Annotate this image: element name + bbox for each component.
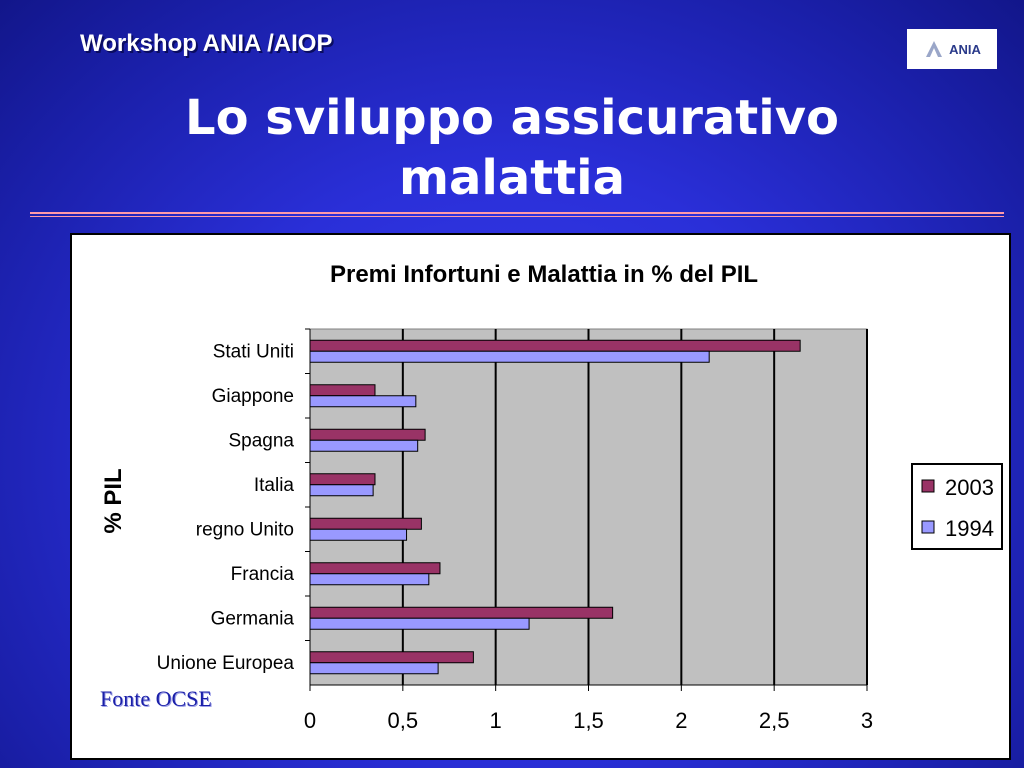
bar: [309, 517, 422, 530]
legend-swatch: [921, 520, 935, 534]
category-label: Giappone: [212, 386, 294, 407]
x-tick-label: 0,5: [388, 708, 419, 733]
page-title: Lo sviluppo assicurativo malattia: [0, 88, 1024, 208]
category-label: Stati Uniti: [213, 341, 294, 362]
bar: [309, 350, 710, 363]
legend-label: 1994: [945, 516, 994, 541]
category-label: Italia: [254, 475, 295, 496]
divider-top: [30, 212, 1004, 214]
x-tick-labels: 0 0,5 1 1,5 2 2,5 3: [304, 708, 873, 733]
category-label: Germania: [211, 608, 295, 629]
bar: [309, 473, 376, 486]
x-tick-label: 1,5: [573, 708, 604, 733]
bars: [309, 339, 801, 675]
chart-title: Premi Infortuni e Malattia in % del PIL: [330, 261, 758, 288]
x-tick-label: 2: [675, 708, 687, 733]
bar: [309, 439, 419, 452]
bar: [309, 662, 439, 675]
bar: [309, 573, 430, 586]
bar-chart: Premi Infortuni e Malattia in % del PIL …: [100, 261, 1003, 733]
x-tick-label: 0: [304, 708, 316, 733]
ania-logo-icon: [926, 41, 943, 57]
category-label: Spagna: [228, 430, 294, 451]
bar: [309, 384, 376, 397]
legend: 2003 1994: [911, 463, 1003, 550]
y-axis-label: % PIL: [100, 468, 127, 533]
bar: [309, 395, 417, 408]
bar: [309, 528, 408, 541]
workshop-label: Workshop ANIA /AIOP: [80, 30, 333, 57]
x-tick-label: 1: [490, 708, 502, 733]
bar: [309, 428, 426, 441]
chart-panel: Premi Infortuni e Malattia in % del PIL …: [70, 233, 1011, 760]
title-line-2: malattia: [399, 150, 625, 206]
bar: [309, 606, 614, 619]
ania-logo: ANIA: [907, 29, 997, 69]
legend-label: 2003: [945, 475, 994, 500]
bar: [309, 484, 374, 497]
bar: [309, 617, 530, 630]
category-label: Unione Europea: [157, 653, 295, 674]
category-label: Francia: [231, 564, 295, 585]
title-line-1: Lo sviluppo assicurativo: [185, 90, 839, 146]
category-label: regno Unito: [196, 519, 294, 540]
category-labels: Stati Uniti Giappone Spagna Italia regno Uni…: [157, 341, 295, 674]
logo-text: ANIA: [949, 41, 981, 57]
legend-box: [911, 463, 1003, 550]
x-tick-label: 3: [861, 708, 873, 733]
x-tick-label: 2,5: [759, 708, 790, 733]
bar: [309, 651, 474, 664]
divider-bottom: [30, 216, 1004, 217]
bar: [309, 562, 441, 575]
source-label: Fonte OCSE: [100, 686, 212, 711]
bar: [309, 339, 801, 352]
legend-swatch: [921, 479, 935, 493]
